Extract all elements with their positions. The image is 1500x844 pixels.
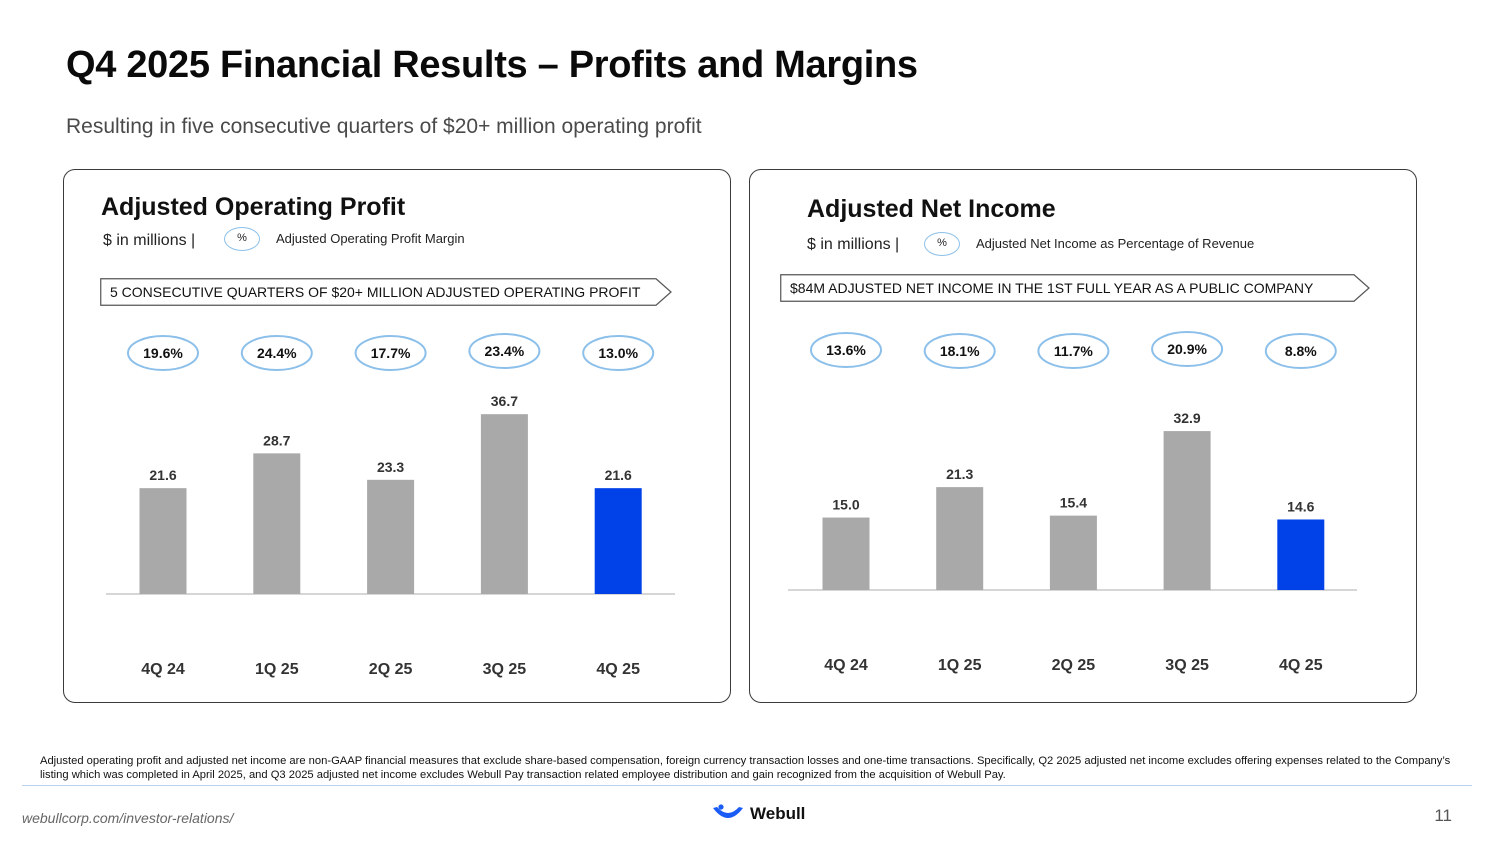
margin-label: 23.4%: [485, 343, 525, 359]
margin-oval: [468, 333, 541, 369]
webull-logo: Webull: [712, 802, 805, 826]
bar-1q-25: [253, 453, 301, 594]
webull-logo-icon: [713, 804, 743, 818]
operating-margin-key-label: Adjusted Operating Profit Margin: [276, 231, 465, 246]
category-label: 4Q 25: [596, 661, 640, 678]
bar-value-label: 14.6: [1287, 498, 1314, 514]
operating-profit-panel: Adjusted Operating Profit $ in millions …: [63, 169, 731, 703]
margin-label: 8.8%: [1285, 343, 1317, 359]
margin-label: 19.6%: [143, 345, 183, 361]
bar-3q-25: [1163, 431, 1211, 590]
net-income-callout-banner: $84M ADJUSTED NET INCOME IN THE 1ST FULL…: [780, 274, 1370, 302]
bar-3q-25: [480, 414, 528, 594]
margin-oval: [1264, 333, 1337, 369]
margin-label: 13.6%: [826, 342, 866, 358]
bar-value-label: 21.6: [149, 467, 176, 483]
page-number: 11: [1434, 806, 1452, 825]
bar-value-label: 21.3: [946, 466, 973, 482]
investor-relations-url[interactable]: webullcorp.com/investor-relations/: [22, 810, 234, 826]
margin-label: 11.7%: [1054, 343, 1093, 359]
webull-logo-text: Webull: [750, 804, 806, 823]
category-label: 1Q 25: [255, 661, 299, 678]
net-income-chart: 15.0 13.6% 4Q 24 21.3 18.1% 1Q 25 15.4 11.7% 2Q …: [788, 331, 1357, 674]
bar-4q-24: [139, 488, 187, 594]
category-label: 1Q 25: [938, 657, 982, 674]
net-income-margin-key-oval: %: [924, 232, 960, 256]
bar-value-label: 28.7: [263, 432, 290, 448]
net-income-units-label: $ in millions |: [807, 236, 900, 253]
operating-margin-key-oval: %: [224, 227, 260, 251]
bar-value-label: 23.3: [377, 459, 404, 475]
bar-1q-25: [936, 487, 984, 590]
margin-label: 13.0%: [598, 345, 638, 361]
margin-oval: [582, 335, 655, 371]
operating-profit-title: Adjusted Operating Profit: [101, 193, 406, 221]
bar-4q-25: [594, 488, 642, 594]
net-income-callout-text: $84M ADJUSTED NET INCOME IN THE 1ST FULL…: [790, 280, 1314, 296]
margin-oval: [923, 333, 996, 369]
margin-label: 20.9%: [1167, 341, 1207, 357]
margin-oval: [810, 332, 882, 368]
margin-oval: [1151, 331, 1224, 367]
bar-2q-25: [1049, 515, 1097, 590]
operating-profit-chart: 21.6 19.6% 4Q 24 28.7 24.4% 1Q 25 23.3 17.7% 2Q …: [106, 333, 675, 678]
operating-callout-text: 5 CONSECUTIVE QUARTERS OF $20+ MILLION A…: [110, 284, 641, 300]
page-title: Q4 2025 Financial Results – Profits and …: [66, 44, 918, 86]
category-label: 3Q 25: [483, 661, 527, 678]
net-income-margin-key-label: Adjusted Net Income as Percentage of Rev…: [976, 236, 1255, 251]
operating-units-label: $ in millions |: [103, 232, 196, 249]
category-label: 2Q 25: [1052, 657, 1096, 674]
margin-oval: [240, 335, 313, 371]
margin-label: 18.1%: [940, 343, 980, 359]
net-income-title: Adjusted Net Income: [807, 195, 1056, 223]
net-income-panel: Adjusted Net Income $ in millions | % Ad…: [749, 169, 1417, 703]
operating-callout-banner: 5 CONSECUTIVE QUARTERS OF $20+ MILLION A…: [100, 278, 672, 306]
footer-divider: [22, 785, 1472, 786]
bar-value-label: 21.6: [605, 467, 632, 483]
bar-value-label: 32.9: [1173, 410, 1200, 426]
bar-2q-25: [367, 479, 415, 594]
category-label: 3Q 25: [1165, 657, 1209, 674]
category-label: 4Q 25: [1279, 657, 1323, 674]
margin-label: 24.4%: [257, 345, 297, 361]
category-label: 4Q 24: [141, 661, 185, 678]
bar-value-label: 15.4: [1060, 495, 1087, 511]
page-subtitle: Resulting in five consecutive quarters o…: [66, 115, 702, 138]
category-label: 4Q 24: [824, 657, 868, 674]
margin-oval: [354, 335, 427, 371]
margin-label: 17.7%: [371, 345, 411, 361]
bar-value-label: 36.7: [491, 393, 518, 409]
category-label: 2Q 25: [369, 661, 413, 678]
bar-4q-25: [1277, 519, 1325, 590]
margin-oval: [1037, 333, 1110, 369]
footnote: Adjusted operating profit and adjusted n…: [40, 755, 1451, 781]
bar-value-label: 15.0: [832, 497, 859, 513]
margin-oval: [127, 335, 199, 371]
bar-4q-24: [822, 517, 870, 590]
